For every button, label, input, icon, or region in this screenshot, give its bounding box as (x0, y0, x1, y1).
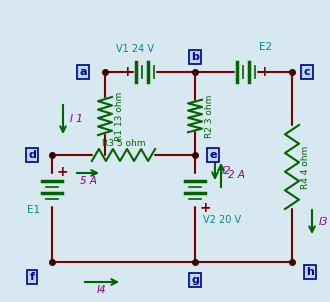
Text: R4 4 ohm: R4 4 ohm (302, 145, 311, 189)
Text: +: + (199, 201, 211, 215)
Text: b: b (191, 52, 199, 62)
Text: R1 13 ohm: R1 13 ohm (115, 92, 123, 141)
Text: I 1: I 1 (70, 114, 83, 124)
Text: +: + (56, 165, 68, 179)
Text: R2 3 ohm: R2 3 ohm (205, 94, 214, 138)
Text: I3: I3 (319, 217, 329, 227)
Text: a: a (79, 67, 87, 77)
Text: 5 A: 5 A (80, 176, 96, 186)
Text: I4: I4 (97, 285, 107, 295)
Text: 2 A: 2 A (228, 170, 245, 180)
Text: +: + (121, 65, 133, 79)
Text: +: + (258, 65, 270, 79)
Text: e: e (209, 150, 217, 160)
Text: h: h (306, 267, 314, 277)
Text: R3 5 ohm: R3 5 ohm (102, 140, 145, 149)
Text: E1: E1 (27, 205, 41, 215)
Text: V2 20 V: V2 20 V (203, 215, 241, 225)
Text: g: g (191, 275, 199, 285)
Text: V1 24 V: V1 24 V (116, 44, 154, 54)
Text: c: c (304, 67, 310, 77)
Text: d: d (28, 150, 36, 160)
Text: E2: E2 (259, 42, 273, 52)
Text: I2: I2 (222, 166, 232, 176)
Text: f: f (29, 272, 35, 282)
